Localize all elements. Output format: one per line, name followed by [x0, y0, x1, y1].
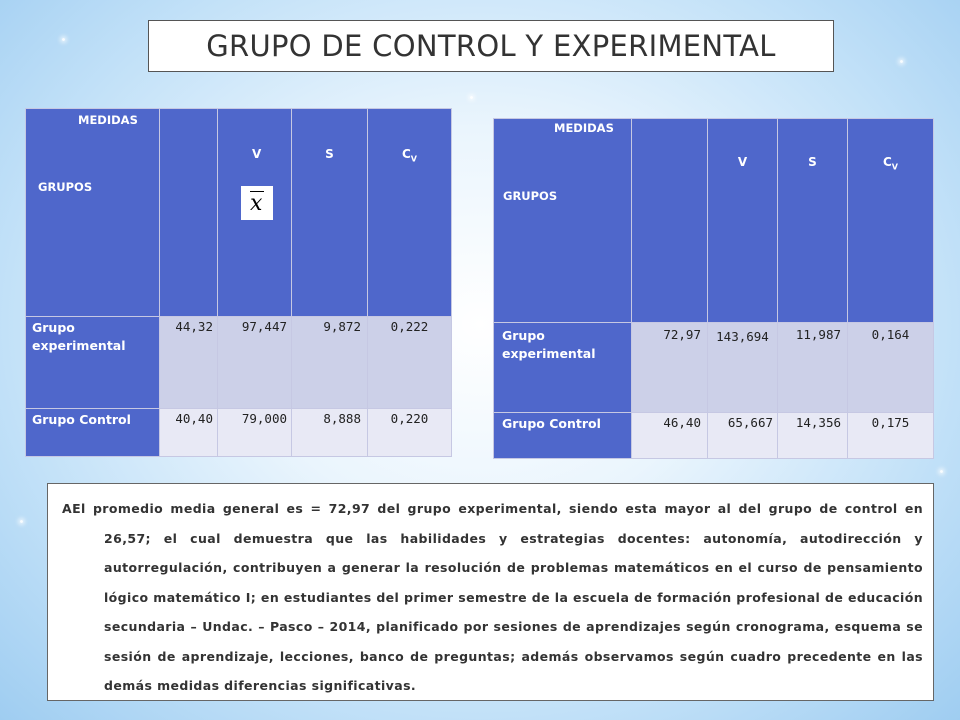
- cell-v: 65,667: [707, 412, 778, 459]
- xbar-x: x: [250, 191, 263, 216]
- header-empty-cell: [159, 108, 218, 317]
- header-grupos: GRUPOS: [38, 180, 93, 194]
- row-label: Grupo experimental: [493, 322, 632, 413]
- cell-v: 97,447: [217, 316, 292, 409]
- cell-s: 11,987: [777, 322, 848, 413]
- header-medidas: MEDIDAS: [554, 121, 614, 135]
- cell-s: 14,356: [777, 412, 848, 459]
- header-corner-cell: MEDIDAS GRUPOS: [493, 118, 632, 323]
- table-right: MEDIDAS GRUPOS V S CV Grupo experimental…: [493, 118, 934, 459]
- header-cv-sub: V: [891, 162, 898, 172]
- cell-xbar: 72,97: [631, 322, 708, 413]
- header-v-label: V: [252, 147, 262, 161]
- header-grupos: GRUPOS: [503, 189, 558, 203]
- table-left: MEDIDAS GRUPOS V x S CV Grupo experiment…: [25, 108, 452, 457]
- header-cv-main: C: [882, 155, 892, 169]
- page-title: GRUPO DE CONTROL Y EXPERIMENTAL: [206, 29, 776, 63]
- table-row: Grupo experimental 72,97 143,694 11,987 …: [493, 322, 934, 413]
- cell-v: 79,000: [217, 408, 292, 457]
- cell-xbar: 46,40: [631, 412, 708, 459]
- xbar-symbol: x: [241, 186, 273, 220]
- header-s-cell: S: [291, 108, 368, 317]
- cell-xbar: 40,40: [159, 408, 218, 457]
- header-xbar-cell: V x: [217, 108, 292, 317]
- cell-s: 8,888: [291, 408, 368, 457]
- cell-cv: 0,164: [847, 322, 934, 413]
- header-corner-cell: MEDIDAS GRUPOS: [25, 108, 160, 317]
- table-row: Grupo experimental 44,32 97,447 9,872 0,…: [25, 316, 452, 409]
- row-label: Grupo Control: [493, 412, 632, 459]
- header-v-label: V: [737, 155, 748, 169]
- header-s-label: S: [325, 147, 334, 161]
- table-row: Grupo Control 46,40 65,667 14,356 0,175: [493, 412, 934, 459]
- description-box: AEl promedio media general es = 72,97 de…: [47, 483, 934, 701]
- row-label: Grupo experimental: [25, 316, 160, 409]
- cell-cv: 0,175: [847, 412, 934, 459]
- xbar-bar: [250, 191, 264, 192]
- header-cv-sub: V: [410, 154, 417, 164]
- header-cv-cell: CV: [367, 108, 452, 317]
- cell-cv: 0,220: [367, 408, 452, 457]
- header-medidas: MEDIDAS: [78, 113, 138, 127]
- header-s-label: S: [808, 155, 817, 169]
- cell-v: 143,694: [707, 322, 778, 413]
- cell-cv: 0,222: [367, 316, 452, 409]
- header-s-cell: S: [777, 118, 848, 323]
- cell-xbar: 44,32: [159, 316, 218, 409]
- row-label: Grupo Control: [25, 408, 160, 457]
- header-v-cell: V: [707, 118, 778, 323]
- header-empty-cell: [631, 118, 708, 323]
- title-box: GRUPO DE CONTROL Y EXPERIMENTAL: [148, 20, 834, 72]
- description-paragraph: AEl promedio media general es = 72,97 de…: [62, 501, 923, 693]
- cell-s: 9,872: [291, 316, 368, 409]
- header-cv-cell: CV: [847, 118, 934, 323]
- header-cv-main: C: [401, 147, 411, 161]
- table-row: Grupo Control 40,40 79,000 8,888 0,220: [25, 408, 452, 457]
